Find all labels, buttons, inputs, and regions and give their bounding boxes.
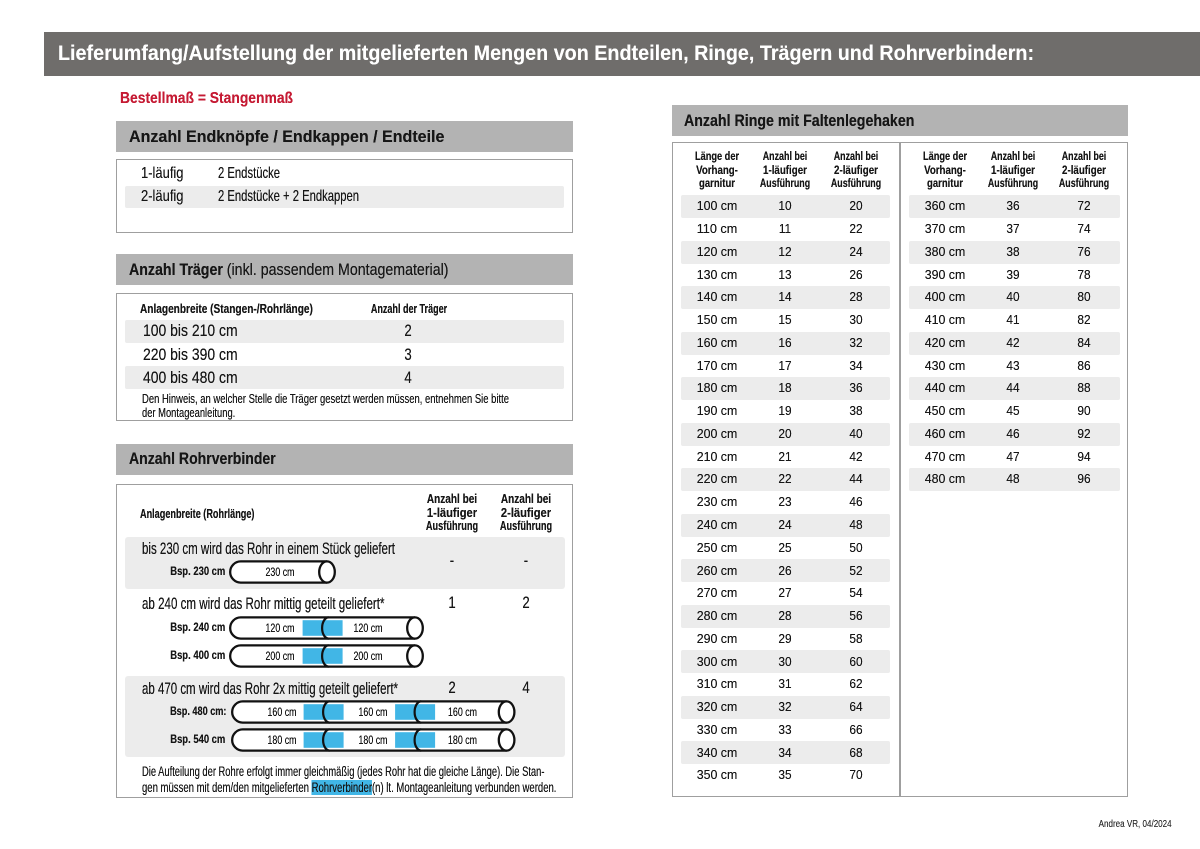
svg-text:180 cm: 180 cm bbox=[359, 735, 388, 747]
svg-text:180 cm: 180 cm bbox=[448, 735, 477, 747]
svg-text:230 cm: 230 cm bbox=[266, 567, 295, 579]
svg-text:120 cm: 120 cm bbox=[266, 623, 295, 635]
svg-text:160 cm: 160 cm bbox=[448, 707, 477, 719]
svg-text:180 cm: 180 cm bbox=[268, 735, 297, 747]
svg-text:200 cm: 200 cm bbox=[354, 651, 383, 663]
svg-text:120 cm: 120 cm bbox=[354, 623, 383, 635]
svg-text:200 cm: 200 cm bbox=[266, 651, 295, 663]
svg-text:160 cm: 160 cm bbox=[268, 707, 297, 719]
svg-text:160 cm: 160 cm bbox=[359, 707, 388, 719]
